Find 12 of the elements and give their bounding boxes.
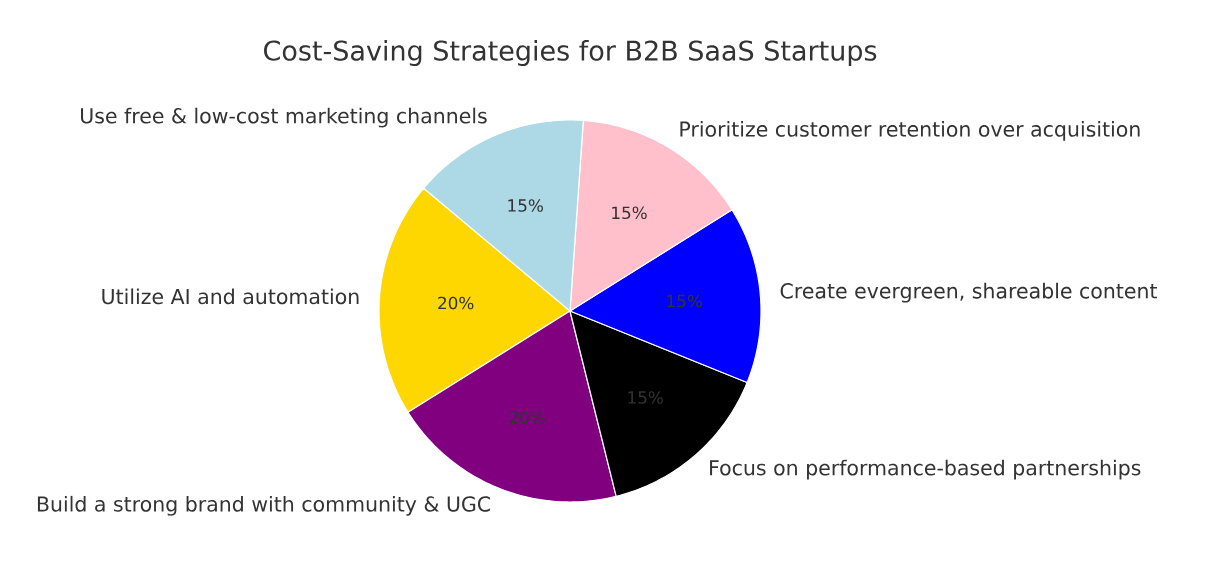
data-label: 15% <box>612 206 647 220</box>
slice-label: Use free & low-cost marketing channels <box>81 107 487 128</box>
data-label: 20% <box>438 296 474 310</box>
slice-label: Utilize AI and automation <box>102 288 359 305</box>
slice-label: Build a strong brand with community & UGC <box>37 495 491 516</box>
data-label: 15% <box>508 199 543 212</box>
slice-label: Prioritize customer retention over acquisition <box>680 120 1140 141</box>
chart-title: Cost-Saving Strategies for B2B SaaS Startups <box>264 39 877 67</box>
data-label: 15% <box>667 294 702 308</box>
slice-label: Create evergreen, shareable content <box>780 282 1158 303</box>
data-label: 20% <box>509 410 545 424</box>
slice-label: Focus on performance-based partnerships <box>710 459 1141 480</box>
